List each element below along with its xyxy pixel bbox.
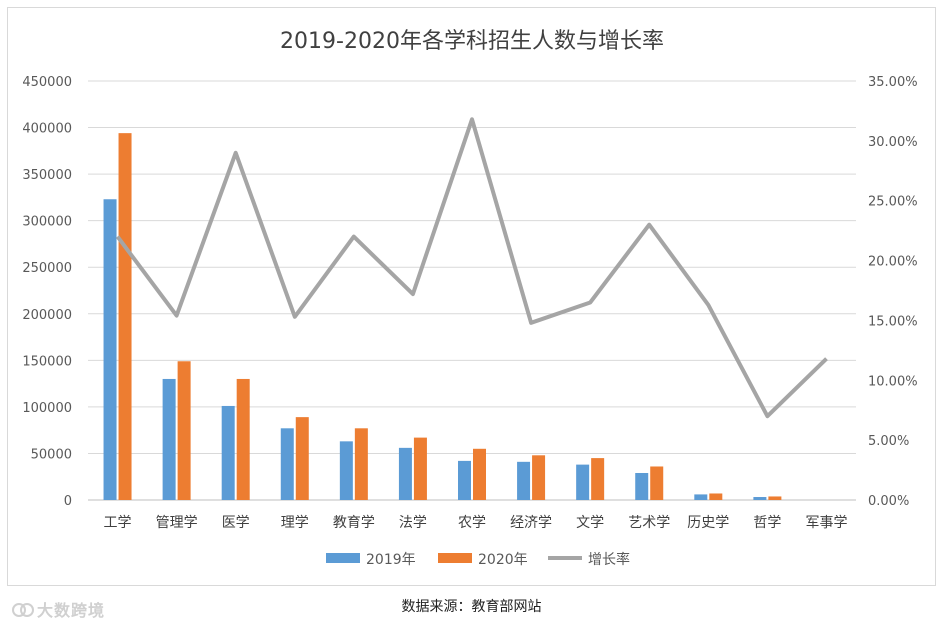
bar-2020 [709, 493, 723, 500]
bar-2019 [635, 472, 649, 500]
x-tick-label: 军事学 [805, 515, 847, 531]
y-right-tick-label: 15.00% [868, 314, 918, 329]
x-tick-label: 历史学 [687, 515, 729, 531]
bar-2020 [118, 133, 132, 500]
x-tick-label: 医学 [222, 515, 250, 531]
y-left-tick-label: 200000 [22, 308, 72, 323]
bar-2020 [473, 448, 486, 500]
growth-rate-line [115, 117, 828, 419]
legend-label: 2020年 [478, 552, 528, 568]
bar-2019 [517, 461, 531, 500]
y-right-tick-label: 0.00% [868, 494, 909, 509]
bar-2019 [280, 428, 294, 500]
x-tick-label: 文学 [576, 515, 604, 531]
legend-label: 增长率 [588, 551, 630, 568]
bar-2019 [339, 441, 353, 500]
chart-frame: 2019-2020年各学科招生人数与增长率 0 50000 100000 150000 2… [7, 7, 936, 586]
bar-2020 [177, 361, 191, 500]
x-tick-label: 教育学 [333, 515, 375, 531]
y-left-tick-label: 150000 [22, 354, 72, 369]
y-left-tick-label: 50000 [31, 447, 72, 462]
bar-2020 [650, 466, 664, 500]
x-tick-label: 艺术学 [628, 515, 670, 531]
bar-2019 [221, 405, 235, 500]
watermark-text: 大数跨境 [37, 601, 106, 620]
legend-label: 2019年 [366, 552, 416, 568]
bar-2019 [398, 447, 412, 500]
y-left-tick-label: 350000 [22, 168, 72, 183]
legend-swatch [438, 553, 472, 563]
bar-2020 [768, 496, 782, 500]
bar-2019 [694, 494, 708, 500]
bar-2019 [162, 378, 176, 500]
bar-2019 [753, 497, 767, 500]
bar-2020 [413, 437, 427, 500]
bar-2020 [591, 458, 605, 500]
y-left-tick-label: 100000 [22, 401, 72, 416]
y-left-tick-label: 0 [64, 494, 72, 509]
y-right-tick-label: 10.00% [868, 374, 918, 389]
bar-2020 [532, 455, 546, 500]
y-left-tick-label: 400000 [22, 122, 72, 137]
x-tick-label: 工学 [104, 515, 132, 531]
y-right-tick-label: 5.00% [868, 434, 909, 449]
bar-2020 [354, 428, 368, 500]
x-tick-label: 哲学 [753, 515, 781, 531]
bar-2019 [458, 460, 471, 500]
y-right-tick-label: 35.00% [868, 75, 918, 90]
x-tick-label: 法学 [399, 515, 427, 531]
x-tick-label: 经济学 [510, 515, 552, 531]
x-tick-label: 理学 [281, 515, 309, 531]
combo-chart: 2019-2020年各学科招生人数与增长率 0 50000 100000 150000 2… [22, 29, 918, 568]
bar-2020 [236, 378, 250, 500]
y-right-tick-label: 30.00% [868, 135, 918, 150]
legend-swatch [326, 553, 360, 563]
source-note: 数据来源：教育部网站 [401, 599, 542, 615]
bar-2019 [576, 464, 590, 500]
y-left-tick-label: 250000 [22, 261, 72, 276]
chart-title: 2019-2020年各学科招生人数与增长率 [280, 29, 664, 54]
y-left-tick-label: 450000 [22, 75, 72, 90]
y-right-tick-label: 25.00% [868, 195, 918, 210]
x-tick-label: 农学 [458, 515, 486, 531]
y-left-tick-label: 300000 [22, 215, 72, 230]
y-right-tick-label: 20.00% [868, 255, 918, 270]
x-tick-label: 管理学 [156, 515, 198, 531]
watermark-icon [12, 603, 34, 617]
watermark-logo: 大数跨境 [12, 597, 105, 621]
bar-2019 [103, 199, 117, 501]
bar-2020 [295, 417, 309, 500]
